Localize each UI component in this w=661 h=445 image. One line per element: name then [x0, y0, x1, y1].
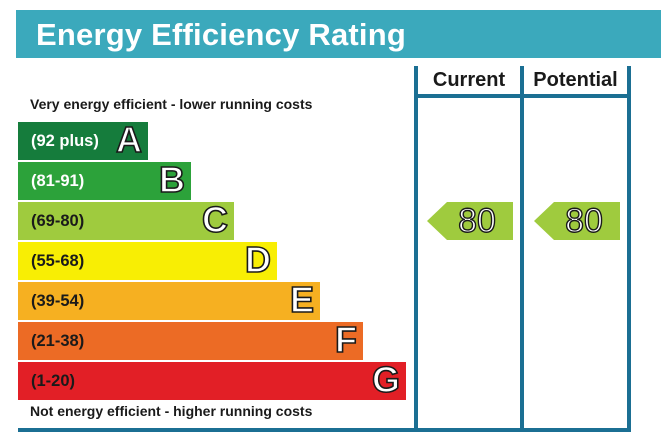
band-g: (1-20) G — [18, 358, 406, 401]
band-letter: B — [158, 158, 186, 201]
band-d: (55-68) D — [18, 238, 277, 281]
band-letter: D — [244, 238, 272, 281]
band-range-label: (81-91) — [31, 172, 85, 190]
band-letter: G — [371, 358, 401, 401]
rating-arrow-potential: 80 — [534, 201, 620, 241]
band-f: (21-38) F — [18, 318, 363, 361]
arrow-polygon — [534, 202, 620, 240]
band-letter: E — [289, 278, 315, 321]
title-bar: Energy Efficiency Rating — [16, 10, 661, 58]
middle-column-rule — [520, 66, 524, 432]
band-e: (39-54) E — [18, 278, 320, 321]
bottom-rule — [18, 428, 631, 432]
header-underline — [414, 94, 631, 98]
band-range-label: (69-80) — [31, 212, 85, 230]
rating-value: 80 — [457, 201, 496, 240]
band-c: (69-80) C — [18, 198, 234, 241]
left-column-rule — [414, 66, 418, 432]
right-column-rule — [627, 66, 631, 432]
current-column-header: Current — [432, 69, 506, 91]
rating-arrow-current: 80 — [427, 201, 513, 241]
band-letter: F — [334, 318, 358, 361]
arrow-shape — [427, 202, 513, 240]
band-range-label: (39-54) — [31, 292, 85, 310]
band-letter: A — [115, 118, 143, 161]
chart-title: Energy Efficiency Rating — [36, 17, 407, 52]
arrow-shape — [534, 202, 620, 240]
band-b: (81-91) B — [18, 158, 191, 201]
arrow-polygon — [427, 202, 513, 240]
bottom-caption: Not energy efficient - higher running co… — [30, 403, 313, 419]
band-letter: C — [201, 198, 229, 241]
top-caption: Very energy efficient - lower running co… — [30, 96, 313, 112]
band-range-label: (55-68) — [31, 252, 85, 270]
potential-column-header: Potential — [533, 69, 618, 91]
band-a: (92 plus) A — [18, 118, 148, 161]
band-range-label: (21-38) — [31, 332, 85, 350]
band-range-label: (92 plus) — [31, 132, 99, 150]
rating-value: 80 — [564, 201, 603, 240]
band-range-label: (1-20) — [31, 372, 76, 390]
